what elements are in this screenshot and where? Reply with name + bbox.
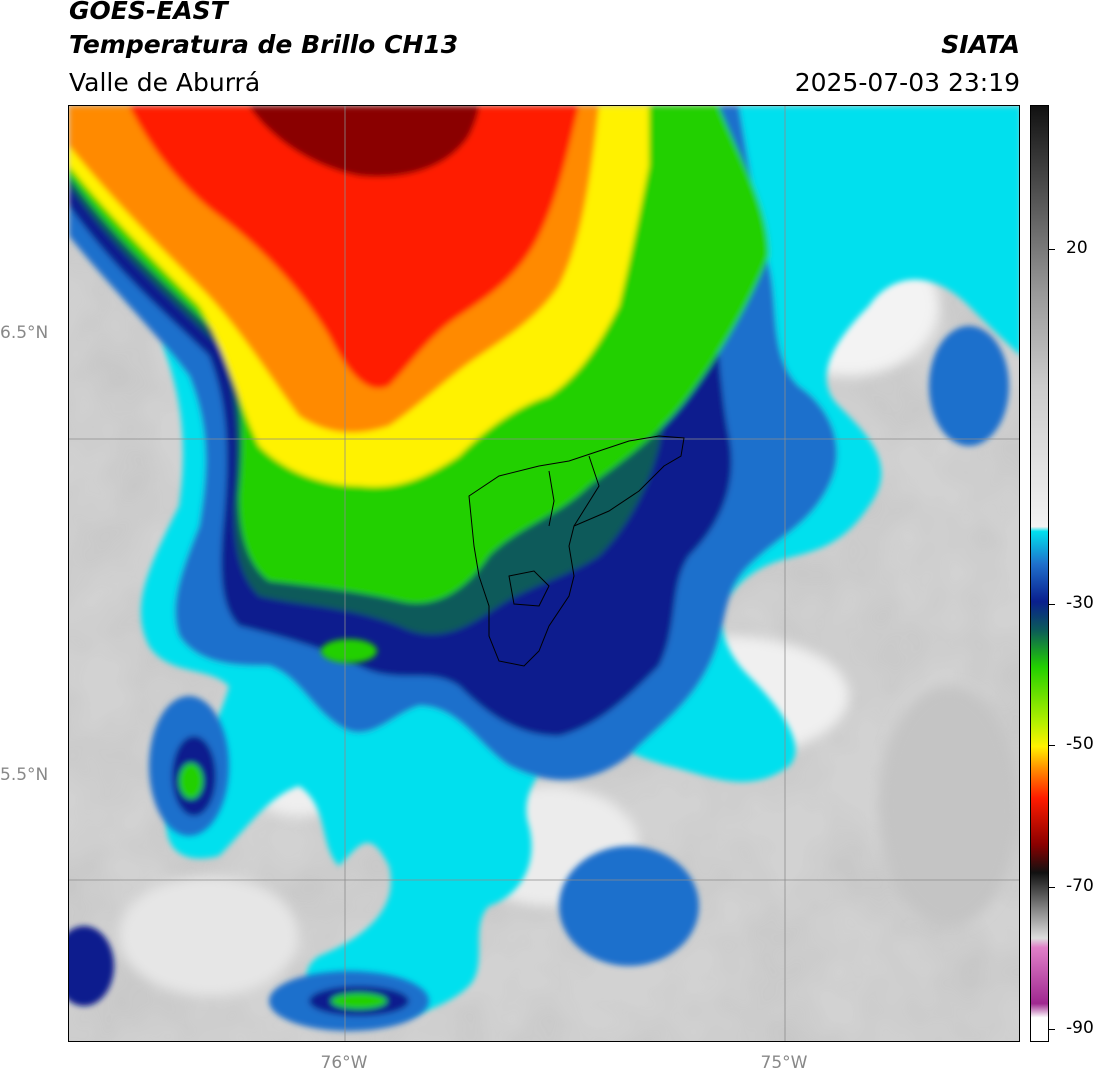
gridlines bbox=[69, 106, 1019, 1041]
colorbar-label-minus50: -50 bbox=[1066, 734, 1094, 754]
lon-tick-75: 75°W bbox=[760, 1053, 808, 1073]
isolated-cells bbox=[69, 326, 1009, 1031]
colorbar-label-20: 20 bbox=[1066, 238, 1088, 258]
product-title: Temperatura de Brillo CH13 bbox=[69, 30, 459, 59]
map-canvas bbox=[69, 106, 1019, 1041]
colorbar-tickmark bbox=[1049, 745, 1055, 746]
colorbar-tickmark bbox=[1049, 887, 1055, 888]
colorbar-label-minus70: -70 bbox=[1066, 876, 1094, 896]
lat-tick-6-5: 6.5°N bbox=[0, 323, 49, 343]
brand-label: SIATA bbox=[941, 30, 1020, 59]
colorbar-tickmark bbox=[1049, 604, 1055, 605]
cloud-layer-red bbox=[129, 106, 579, 389]
lat-tick-5-5: 5.5°N bbox=[0, 765, 49, 785]
colorbar-tickmark bbox=[1049, 1029, 1055, 1030]
brightness-temperature-map[interactable] bbox=[68, 105, 1020, 1042]
satellite-title: GOES-EAST bbox=[69, 0, 228, 25]
datetime-label: 2025-07-03 23:19 bbox=[794, 68, 1020, 97]
colorbar-tickmark bbox=[1049, 249, 1055, 250]
colorbar-label-minus30: -30 bbox=[1066, 593, 1094, 613]
cloud-layer-darkred bbox=[249, 106, 479, 177]
aburra-valley-outline bbox=[468, 435, 685, 667]
lon-tick-76: 76°W bbox=[320, 1053, 368, 1073]
colorbar-label-minus90: -90 bbox=[1066, 1018, 1094, 1038]
region-subtitle: Valle de Aburrá bbox=[69, 68, 261, 97]
temperature-colorbar bbox=[1030, 105, 1049, 1042]
